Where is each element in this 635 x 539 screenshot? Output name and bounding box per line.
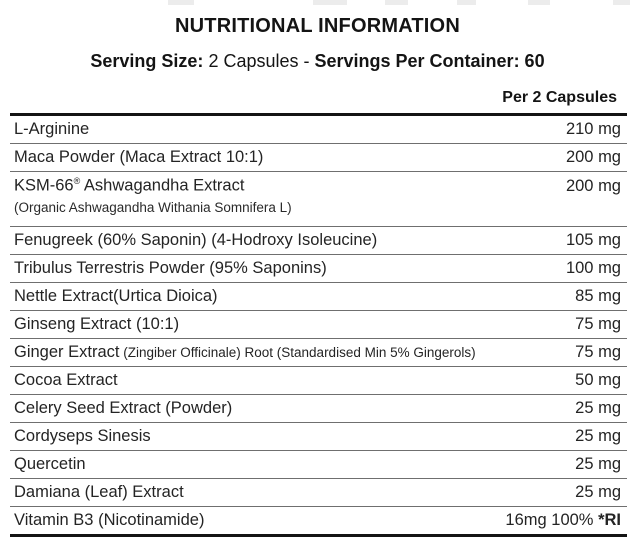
table-row: KSM-66® Ashwagandha Extract 200 mg (Organi… xyxy=(10,172,627,227)
table-row: Ginseng Extract (10:1) 75 mg xyxy=(10,311,627,339)
ingredient-amount: 25 mg xyxy=(575,398,621,417)
table-row: Quercetin 25 mg xyxy=(10,451,627,479)
table-row-line: Ginseng Extract (10:1) 75 mg xyxy=(14,315,625,334)
ingredient-name: Cocoa Extract xyxy=(14,370,118,389)
ingredient-name: Quercetin xyxy=(14,454,86,473)
ingredient-subtext: (Organic Ashwagandha Withania Somnifera … xyxy=(14,199,292,215)
ingredient-name: Celery Seed Extract (Powder) xyxy=(14,398,233,417)
table-row: Tribulus Terrestris Powder (95% Saponins… xyxy=(10,255,627,283)
ingredient-name: L-Arginine xyxy=(14,120,90,138)
ingredient-amount: 25 mg xyxy=(575,482,621,501)
ingredient-name: Vitamin B3 (Nicotinamide) xyxy=(14,510,205,529)
ingredient-name: Cordyseps Sinesis xyxy=(14,426,151,445)
table-row: Damiana (Leaf) Extract 25 mg xyxy=(10,479,627,507)
table-row: Maca Powder (Maca Extract 10:1) 200 mg xyxy=(10,144,627,172)
ingredient-amount: 200 mg xyxy=(565,176,621,195)
table-row: Celery Seed Extract (Powder) 25 mg xyxy=(10,395,627,423)
ingredient-amount: 210 mg xyxy=(565,120,621,138)
ingredient-amount: 100 mg xyxy=(565,258,621,277)
top-edge-artifact xyxy=(457,0,476,5)
top-edge-artifact xyxy=(313,0,347,5)
table-row-line: Cocoa Extract 50 mg xyxy=(14,371,625,390)
table-row-line: Nettle Extract(Urtica Dioica) 85 mg xyxy=(14,287,625,306)
ingredient-amount: 25 mg xyxy=(575,454,621,473)
table-rows: L-Arginine 210 mg Maca Powder (Maca Extrac… xyxy=(10,116,627,537)
registered-trademark-mark: ® xyxy=(73,176,81,186)
table-row: L-Arginine 210 mg xyxy=(10,116,627,144)
ingredient-amount: 105 mg xyxy=(565,230,621,249)
ingredient-amount: 16mg 100% *RI xyxy=(505,510,621,529)
ingredient-amount: 85 mg xyxy=(575,286,621,305)
column-header-per-2-capsules: Per 2 Capsules xyxy=(10,72,627,116)
ingredient-amount: 200 mg xyxy=(565,148,621,166)
serving-size-label: Serving Size: xyxy=(90,51,204,71)
table-row: Nettle Extract(Urtica Dioica) 85 mg xyxy=(10,283,627,311)
ingredient-name: Fenugreek (60% Saponin) (4-Hodroxy Isole… xyxy=(14,230,378,249)
top-edge-artifact xyxy=(528,0,550,5)
table-row: Vitamin B3 (Nicotinamide) 16mg 100% *RI xyxy=(10,507,627,537)
top-edge-artifact xyxy=(168,0,194,5)
table-row: Cordyseps Sinesis 25 mg xyxy=(10,423,627,451)
ingredient-amount: 75 mg xyxy=(575,314,621,333)
ingredient-amount: 25 mg xyxy=(575,426,621,445)
ingredient-name: Nettle Extract(Urtica Dioica) xyxy=(14,286,218,305)
table-row: Cocoa Extract 50 mg xyxy=(10,367,627,395)
ingredient-amount: 75 mg xyxy=(575,342,621,361)
serving-size-value: 2 Capsules - xyxy=(203,51,315,71)
nutrition-title: NUTRITIONAL INFORMATION xyxy=(175,15,460,37)
top-edge-artifact xyxy=(385,0,408,5)
table-row: Fenugreek (60% Saponin) (4-Hodroxy Isole… xyxy=(10,227,627,255)
ingredient-name-detail: (Zingiber Officinale) Root (Standardised… xyxy=(119,344,476,360)
table-row-line: Quercetin 25 mg xyxy=(14,455,625,474)
table-row-line: Maca Powder (Maca Extract 10:1) 200 mg xyxy=(14,148,625,167)
table-row: Ginger Extract (Zingiber Officinale) Roo… xyxy=(10,339,627,367)
servings-per-container: Servings Per Container: 60 xyxy=(314,51,545,71)
reference-intake-marker: *RI xyxy=(598,510,621,529)
ingredient-name: Damiana (Leaf) Extract xyxy=(14,482,184,501)
ingredient-name: Ginger Extract (Zingiber Officinale) Roo… xyxy=(14,342,476,361)
table-row-line: Vitamin B3 (Nicotinamide) 16mg 100% *RI xyxy=(14,511,625,530)
table-row-line: Fenugreek (60% Saponin) (4-Hodroxy Isole… xyxy=(14,231,625,250)
table-row-line: Damiana (Leaf) Extract 25 mg xyxy=(14,483,625,502)
ingredient-name: KSM-66® Ashwagandha Extract xyxy=(14,176,245,195)
ingredient-name: Ginseng Extract (10:1) xyxy=(14,314,180,333)
table-row-line: Celery Seed Extract (Powder) 25 mg xyxy=(14,399,625,418)
table-row-line: Ginger Extract (Zingiber Officinale) Roo… xyxy=(14,343,625,362)
ingredient-name: Tribulus Terrestris Powder (95% Saponins… xyxy=(14,258,327,277)
serving-info: Serving Size: 2 Capsules - Servings Per … xyxy=(0,51,635,72)
table-row-line: Tribulus Terrestris Powder (95% Saponins… xyxy=(14,259,625,278)
table-row-line: Cordyseps Sinesis 25 mg xyxy=(14,427,625,446)
ingredient-amount: 50 mg xyxy=(575,370,621,389)
table-row-line: KSM-66® Ashwagandha Extract 200 mg xyxy=(14,176,625,196)
nutrition-table: Per 2 Capsules L-Arginine 210 mg Maca Powd… xyxy=(10,72,627,537)
top-edge-artifact xyxy=(613,0,630,5)
table-row-line: L-Arginine 210 mg xyxy=(14,120,625,139)
ingredient-name: Maca Powder (Maca Extract 10:1) xyxy=(14,148,264,166)
